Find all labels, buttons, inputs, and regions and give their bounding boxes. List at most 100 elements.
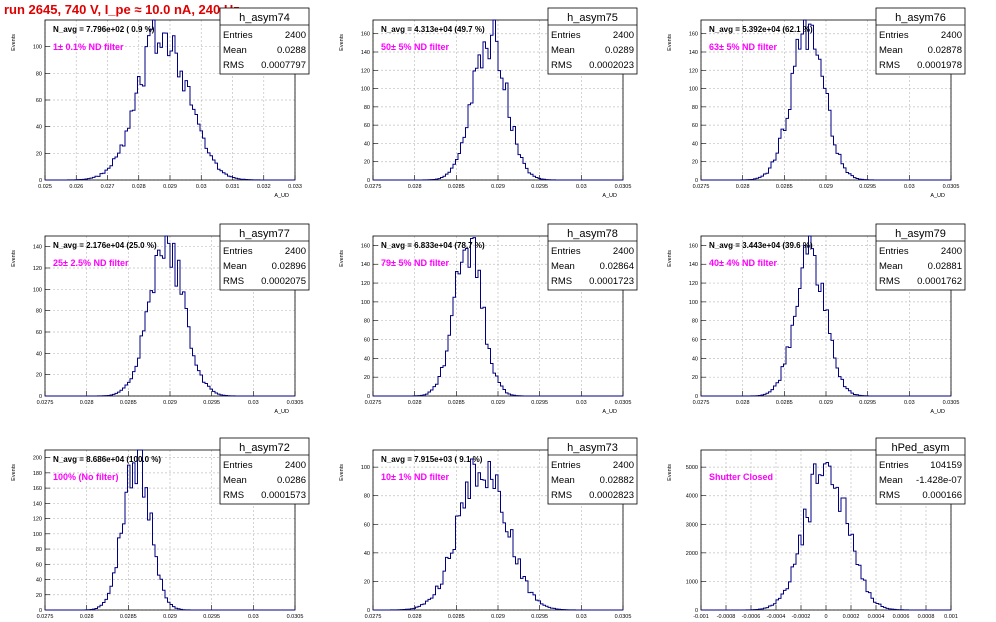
filter-annotation: 1± 0.1% ND filter	[53, 42, 124, 52]
stats-value: 0.0289	[605, 45, 634, 56]
navg-label: N_avg = 2.176e+04 (25.0 %)	[53, 241, 157, 250]
stats-label: Mean	[223, 261, 247, 272]
stats-value: 2400	[285, 460, 306, 471]
stats-value: 0.0002075	[261, 276, 306, 287]
x-tick-label: 0.03	[248, 400, 259, 406]
x-tick-label: 0.0305	[287, 614, 304, 620]
y-tick-label: 40	[36, 578, 42, 584]
stats-title: h_asym74	[239, 12, 290, 24]
stats-title: h_asym73	[567, 442, 618, 454]
x-tick-label: 0.001	[944, 614, 958, 620]
x-tick-label: 0.028	[408, 184, 422, 190]
y-tick-label: 80	[36, 71, 42, 77]
x-tick-label: 0.029	[163, 184, 177, 190]
y-tick-label: 1000	[686, 579, 698, 585]
stats-title: h_asym79	[895, 228, 946, 240]
y-axis-label: Events	[339, 464, 345, 481]
y-tick-label: 60	[36, 330, 42, 336]
y-tick-label: 80	[36, 309, 42, 315]
stats-value: 0.02882	[600, 475, 634, 486]
stats-title: h_asym76	[895, 12, 946, 24]
y-tick-label: 60	[692, 338, 698, 344]
y-tick-label: 60	[36, 562, 42, 568]
x-tick-label: 0.028	[80, 614, 94, 620]
stats-value: 2400	[285, 30, 306, 41]
stats-title: h_asym78	[567, 228, 618, 240]
x-tick-label: 0.03	[576, 614, 587, 620]
y-tick-label: 120	[361, 281, 370, 287]
stats-label: Entries	[223, 460, 253, 471]
histogram-panel-h_asym76: 0.0275 0.028 0.0285 0.029 0.0295 0.03 0.0305 0 2…	[667, 7, 966, 199]
x-tick-label: 0.0275	[365, 614, 382, 620]
y-tick-label: 0	[367, 394, 370, 400]
stats-label: RMS	[551, 60, 572, 71]
x-tick-label: 0.027	[101, 184, 115, 190]
y-tick-label: 0	[39, 178, 42, 184]
x-tick-label: 0.028	[408, 400, 422, 406]
stats-title: h_asym72	[239, 442, 290, 454]
y-axis-label: Events	[667, 464, 673, 481]
filter-annotation: Shutter Closed	[709, 472, 773, 482]
x-tick-label: 0.029	[491, 614, 505, 620]
x-tick-label: 0.029	[491, 400, 505, 406]
x-tick-label: 0.0285	[448, 184, 465, 190]
navg-label: N_avg = 4.313e+04 (49.7 %)	[381, 25, 485, 34]
y-tick-label: 140	[689, 262, 698, 268]
stats-value: 2400	[941, 30, 962, 41]
x-tick-label: 0	[824, 614, 827, 620]
x-tick-label: 0.03	[904, 184, 915, 190]
y-tick-label: 80	[36, 547, 42, 553]
y-tick-label: 2000	[686, 551, 698, 557]
x-tick-label: 0.029	[163, 400, 177, 406]
stats-title: hPed_asym	[891, 442, 949, 454]
y-tick-label: 60	[692, 123, 698, 129]
stats-label: Mean	[223, 475, 247, 486]
stats-value: 0.02896	[272, 261, 306, 272]
x-tick-label: 0.025	[38, 184, 52, 190]
stats-label: Entries	[879, 246, 909, 257]
filter-annotation: 50± 5% ND filter	[381, 42, 449, 52]
navg-label: N_avg = 6.833e+04 (78.7 %)	[381, 241, 485, 250]
y-tick-label: 80	[364, 105, 370, 111]
x-tick-label: 0.0295	[531, 400, 548, 406]
x-tick-label: 0.0008	[918, 614, 935, 620]
y-tick-label: 60	[364, 338, 370, 344]
y-tick-label: 180	[33, 471, 42, 477]
x-tick-label: 0.028	[80, 400, 94, 406]
histogram-line	[373, 19, 623, 181]
y-axis-label: Events	[11, 464, 17, 481]
histogram-panel-h_asym77: 0.0275 0.028 0.0285 0.029 0.0295 0.03 0.0305 0 2…	[11, 223, 310, 415]
x-tick-label: 0.03	[904, 400, 915, 406]
x-tick-label: 0.032	[257, 184, 271, 190]
stats-label: RMS	[879, 276, 900, 287]
y-tick-label: 100	[689, 300, 698, 306]
histogram-panel-h_asym73: 0.0275 0.028 0.0285 0.029 0.0295 0.03 0.0305 0 2…	[339, 437, 638, 620]
y-tick-label: 20	[36, 151, 42, 157]
x-tick-label: 0.0275	[37, 400, 54, 406]
y-axis-label: Events	[11, 34, 17, 51]
y-tick-label: 0	[695, 608, 698, 614]
stats-label: RMS	[223, 60, 244, 71]
x-tick-label: 0.029	[819, 184, 833, 190]
histogram-panel-h_asym74: 0.025 0.026 0.027 0.028 0.029 0.03 0.031 0.032 0…	[11, 7, 310, 199]
stats-label: Mean	[551, 45, 575, 56]
y-tick-label: 20	[692, 160, 698, 166]
stats-value: 0.0002823	[589, 490, 634, 501]
y-tick-label: 20	[364, 375, 370, 381]
stats-label: Mean	[879, 475, 903, 486]
histogram-line	[373, 237, 623, 397]
y-tick-label: 40	[36, 125, 42, 131]
stats-label: Entries	[551, 30, 581, 41]
stats-value: 2400	[285, 246, 306, 257]
stats-label: RMS	[551, 276, 572, 287]
y-tick-label: 40	[692, 141, 698, 147]
y-axis-label: Events	[339, 34, 345, 51]
y-axis-label: Events	[339, 250, 345, 267]
y-tick-label: 3000	[686, 522, 698, 528]
histogram-line	[701, 235, 951, 397]
x-tick-label: 0.0285	[448, 400, 465, 406]
x-tick-label: 0.0002	[843, 614, 860, 620]
y-tick-label: 140	[33, 501, 42, 507]
stats-value: 2400	[613, 246, 634, 257]
